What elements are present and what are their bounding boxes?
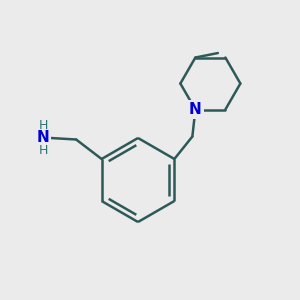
Text: H: H: [38, 119, 48, 133]
Text: N: N: [189, 102, 202, 117]
Text: H: H: [38, 143, 48, 157]
Text: N: N: [37, 130, 50, 146]
